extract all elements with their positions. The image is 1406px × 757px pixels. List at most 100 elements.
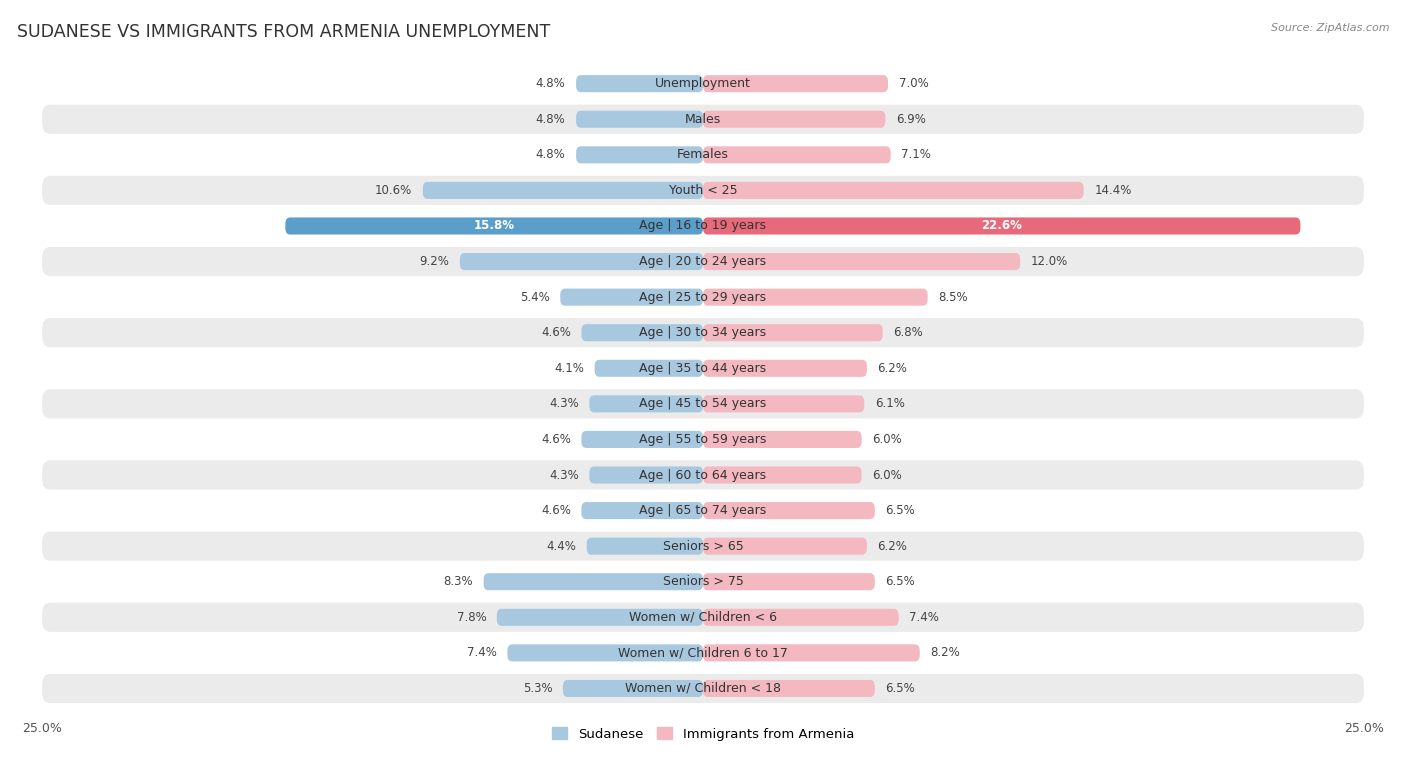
Text: Women w/ Children 6 to 17: Women w/ Children 6 to 17 [619, 646, 787, 659]
Text: 4.4%: 4.4% [547, 540, 576, 553]
FancyBboxPatch shape [42, 460, 1364, 490]
FancyBboxPatch shape [582, 324, 703, 341]
FancyBboxPatch shape [42, 425, 1364, 454]
FancyBboxPatch shape [589, 466, 703, 484]
Text: 6.2%: 6.2% [877, 362, 907, 375]
FancyBboxPatch shape [423, 182, 703, 199]
Text: 6.5%: 6.5% [886, 504, 915, 517]
Text: Males: Males [685, 113, 721, 126]
FancyBboxPatch shape [703, 182, 1084, 199]
Text: 4.8%: 4.8% [536, 148, 565, 161]
Text: 6.0%: 6.0% [872, 469, 901, 481]
FancyBboxPatch shape [576, 111, 703, 128]
FancyBboxPatch shape [42, 282, 1364, 312]
FancyBboxPatch shape [582, 502, 703, 519]
Text: Females: Females [678, 148, 728, 161]
FancyBboxPatch shape [703, 573, 875, 590]
Text: 6.9%: 6.9% [896, 113, 925, 126]
Text: 5.4%: 5.4% [520, 291, 550, 304]
FancyBboxPatch shape [42, 176, 1364, 205]
Text: Age | 20 to 24 years: Age | 20 to 24 years [640, 255, 766, 268]
Text: Age | 30 to 34 years: Age | 30 to 34 years [640, 326, 766, 339]
Text: 6.5%: 6.5% [886, 682, 915, 695]
Text: 7.4%: 7.4% [910, 611, 939, 624]
Text: 12.0%: 12.0% [1031, 255, 1069, 268]
FancyBboxPatch shape [484, 573, 703, 590]
Text: 8.2%: 8.2% [931, 646, 960, 659]
Text: 7.4%: 7.4% [467, 646, 496, 659]
Text: 7.1%: 7.1% [901, 148, 931, 161]
Text: 4.1%: 4.1% [554, 362, 583, 375]
FancyBboxPatch shape [560, 288, 703, 306]
Text: Age | 45 to 54 years: Age | 45 to 54 years [640, 397, 766, 410]
Text: 4.8%: 4.8% [536, 113, 565, 126]
Text: 4.6%: 4.6% [541, 433, 571, 446]
FancyBboxPatch shape [703, 680, 875, 697]
Text: 10.6%: 10.6% [375, 184, 412, 197]
FancyBboxPatch shape [703, 111, 886, 128]
Text: 6.2%: 6.2% [877, 540, 907, 553]
FancyBboxPatch shape [703, 288, 928, 306]
Text: 4.3%: 4.3% [548, 469, 579, 481]
Text: 8.3%: 8.3% [443, 575, 472, 588]
FancyBboxPatch shape [42, 496, 1364, 525]
FancyBboxPatch shape [42, 638, 1364, 668]
Text: 8.5%: 8.5% [938, 291, 967, 304]
Text: 15.8%: 15.8% [474, 220, 515, 232]
FancyBboxPatch shape [42, 69, 1364, 98]
FancyBboxPatch shape [42, 104, 1364, 134]
Text: 5.3%: 5.3% [523, 682, 553, 695]
Text: Seniors > 65: Seniors > 65 [662, 540, 744, 553]
FancyBboxPatch shape [42, 354, 1364, 383]
FancyBboxPatch shape [703, 466, 862, 484]
FancyBboxPatch shape [703, 217, 1301, 235]
Text: Age | 65 to 74 years: Age | 65 to 74 years [640, 504, 766, 517]
FancyBboxPatch shape [703, 537, 868, 555]
FancyBboxPatch shape [703, 75, 889, 92]
Text: Age | 55 to 59 years: Age | 55 to 59 years [640, 433, 766, 446]
FancyBboxPatch shape [703, 253, 1021, 270]
Text: Age | 25 to 29 years: Age | 25 to 29 years [640, 291, 766, 304]
FancyBboxPatch shape [42, 389, 1364, 419]
FancyBboxPatch shape [589, 395, 703, 413]
FancyBboxPatch shape [703, 324, 883, 341]
Text: Age | 60 to 64 years: Age | 60 to 64 years [640, 469, 766, 481]
FancyBboxPatch shape [42, 531, 1364, 561]
FancyBboxPatch shape [703, 360, 868, 377]
Text: 4.8%: 4.8% [536, 77, 565, 90]
Text: Age | 35 to 44 years: Age | 35 to 44 years [640, 362, 766, 375]
FancyBboxPatch shape [42, 140, 1364, 170]
Text: Youth < 25: Youth < 25 [669, 184, 737, 197]
FancyBboxPatch shape [42, 603, 1364, 632]
FancyBboxPatch shape [582, 431, 703, 448]
Text: Women w/ Children < 18: Women w/ Children < 18 [626, 682, 780, 695]
FancyBboxPatch shape [586, 537, 703, 555]
Text: 6.1%: 6.1% [875, 397, 904, 410]
Text: 14.4%: 14.4% [1094, 184, 1132, 197]
FancyBboxPatch shape [460, 253, 703, 270]
Text: 22.6%: 22.6% [981, 220, 1022, 232]
FancyBboxPatch shape [703, 146, 890, 164]
FancyBboxPatch shape [703, 502, 875, 519]
FancyBboxPatch shape [576, 146, 703, 164]
FancyBboxPatch shape [42, 211, 1364, 241]
Text: 6.5%: 6.5% [886, 575, 915, 588]
FancyBboxPatch shape [703, 431, 862, 448]
FancyBboxPatch shape [703, 395, 865, 413]
Legend: Sudanese, Immigrants from Armenia: Sudanese, Immigrants from Armenia [551, 727, 855, 741]
FancyBboxPatch shape [703, 644, 920, 662]
FancyBboxPatch shape [562, 680, 703, 697]
Text: Unemployment: Unemployment [655, 77, 751, 90]
FancyBboxPatch shape [508, 644, 703, 662]
FancyBboxPatch shape [285, 217, 703, 235]
FancyBboxPatch shape [595, 360, 703, 377]
Text: 7.8%: 7.8% [457, 611, 486, 624]
FancyBboxPatch shape [42, 318, 1364, 347]
FancyBboxPatch shape [703, 609, 898, 626]
Text: Women w/ Children < 6: Women w/ Children < 6 [628, 611, 778, 624]
Text: SUDANESE VS IMMIGRANTS FROM ARMENIA UNEMPLOYMENT: SUDANESE VS IMMIGRANTS FROM ARMENIA UNEM… [17, 23, 550, 41]
FancyBboxPatch shape [42, 247, 1364, 276]
FancyBboxPatch shape [496, 609, 703, 626]
Text: 4.3%: 4.3% [548, 397, 579, 410]
Text: Age | 16 to 19 years: Age | 16 to 19 years [640, 220, 766, 232]
